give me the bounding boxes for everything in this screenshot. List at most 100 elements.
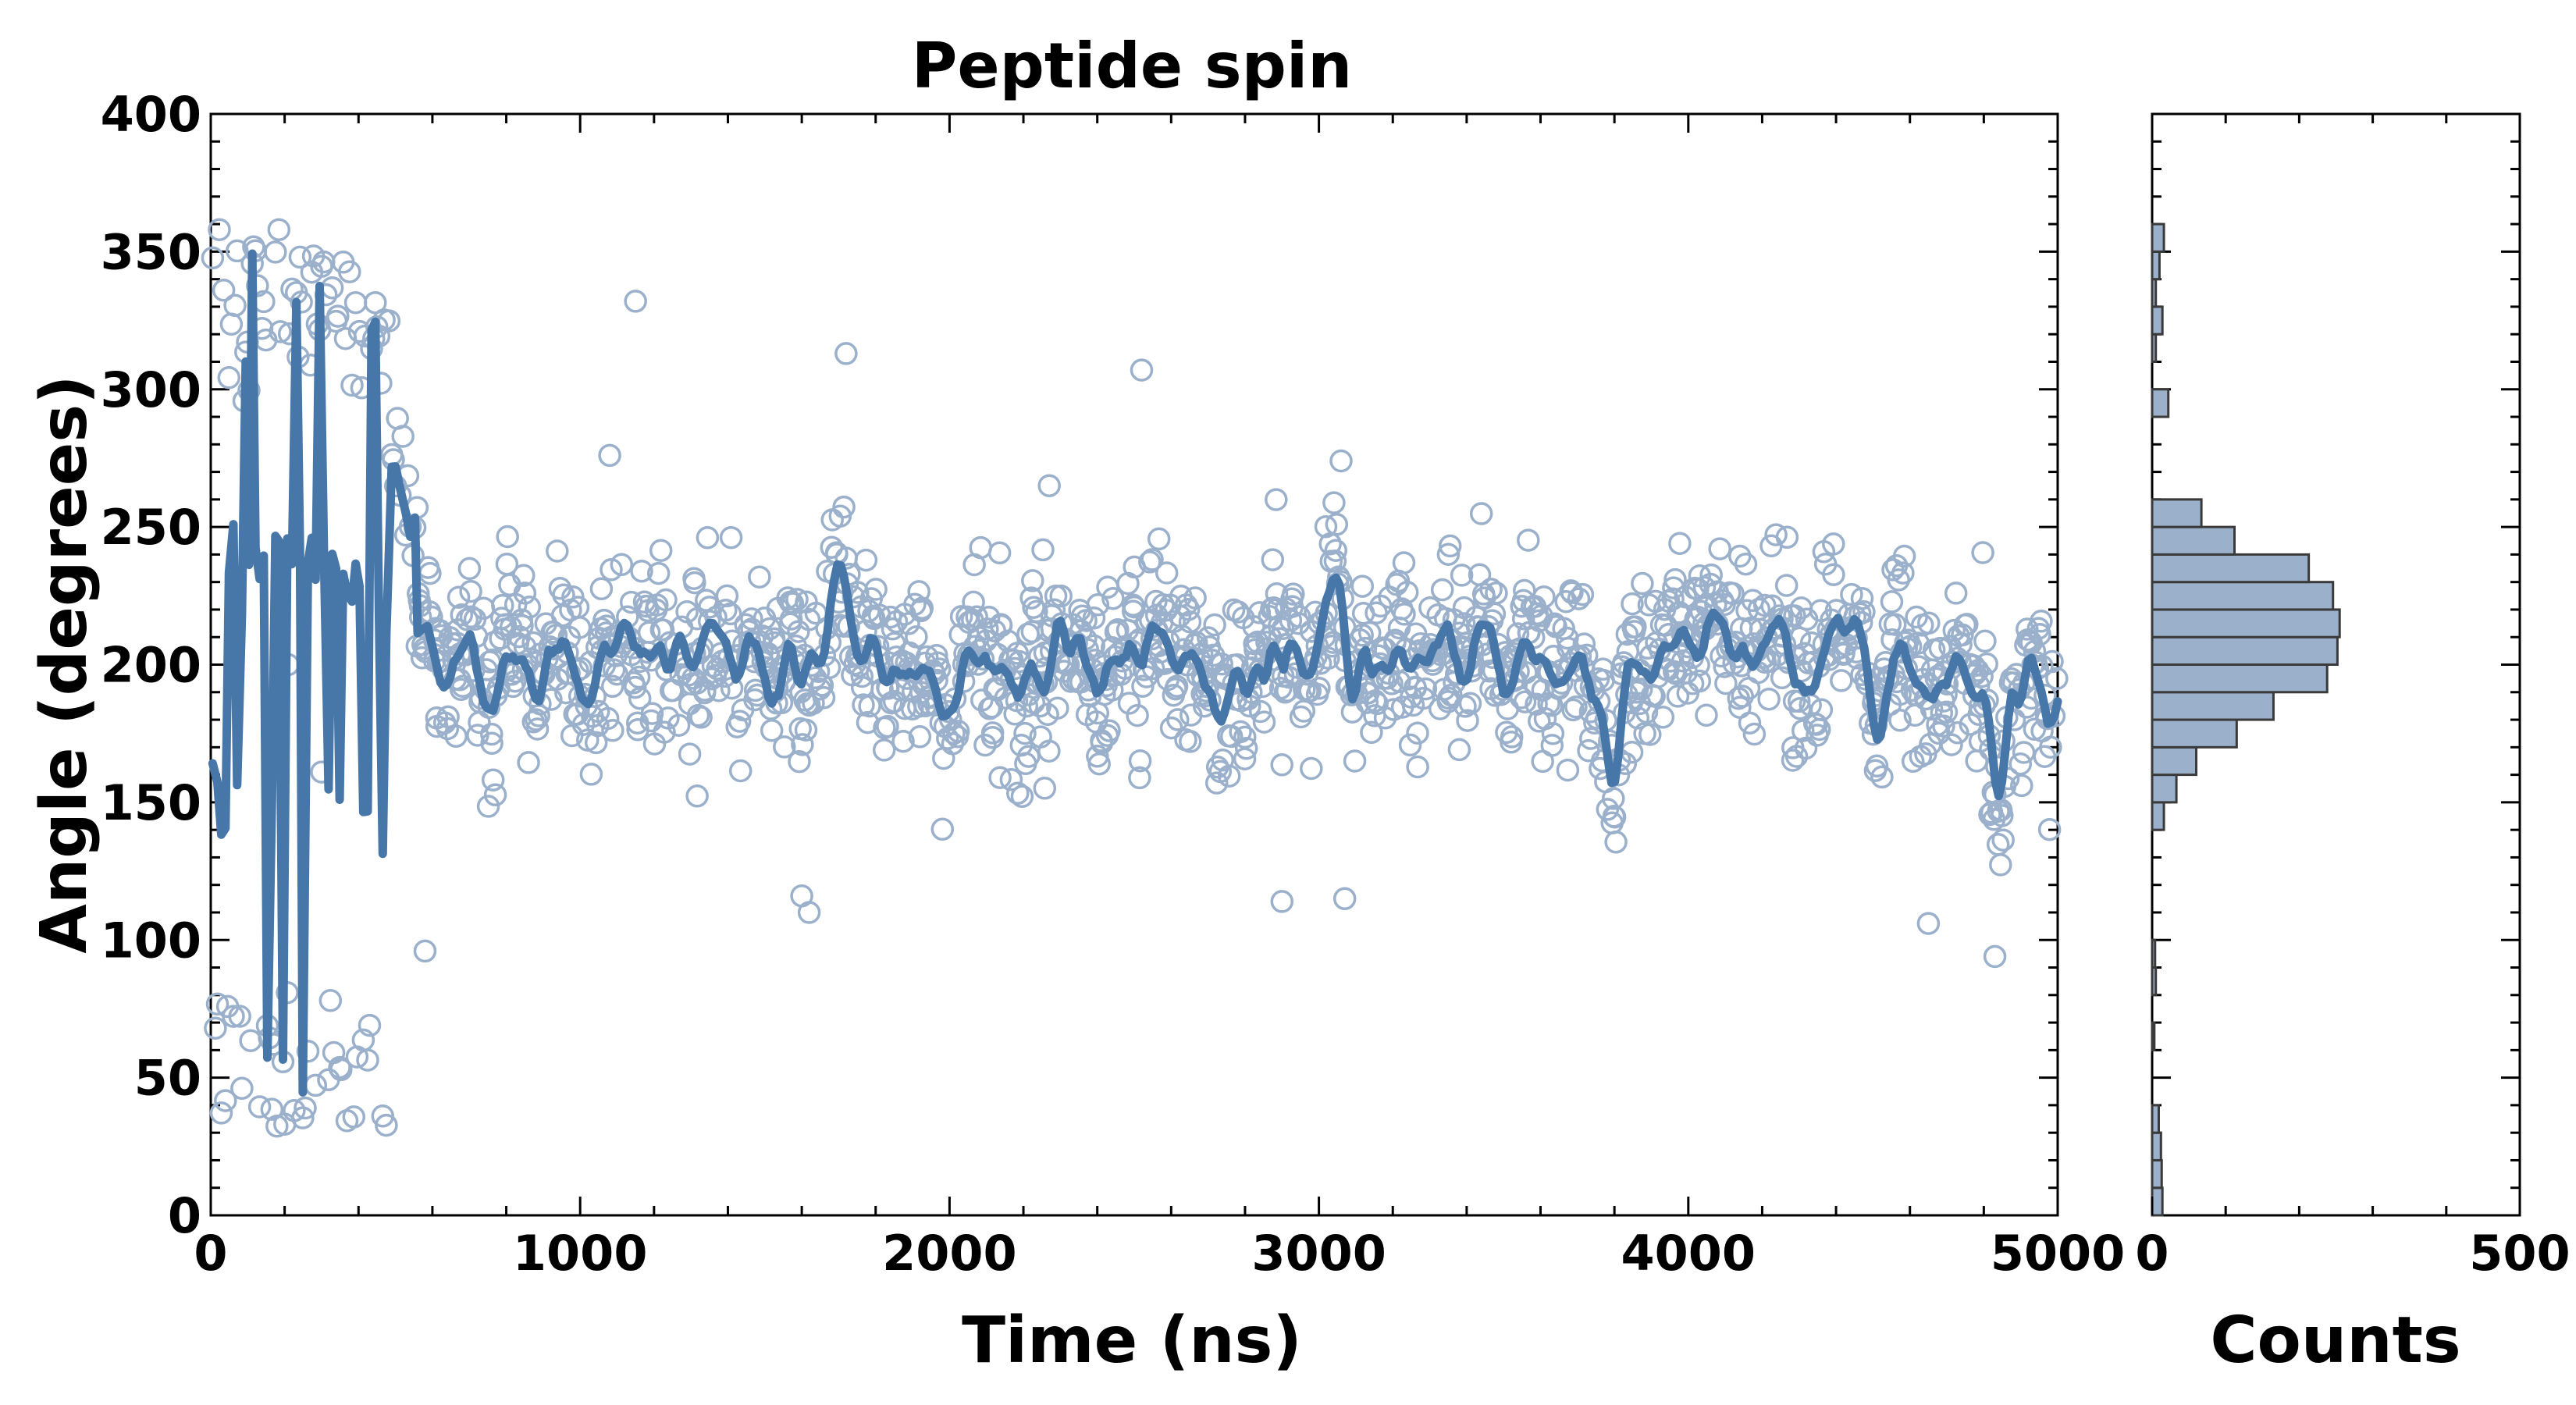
data-point xyxy=(1664,662,1688,685)
data-point xyxy=(714,598,738,622)
histogram-bar xyxy=(2151,581,2335,611)
data-point xyxy=(1783,604,1806,628)
data-point xyxy=(338,260,361,283)
histogram-bar xyxy=(2151,1158,2163,1190)
main-tick-labels: 0 1000 2000 3000 4000 5000 0 50 100 150 200 250 300 3… xyxy=(101,86,2126,1282)
data-point xyxy=(1233,725,1257,749)
histogram-bar xyxy=(2151,278,2158,308)
data-point xyxy=(987,541,1012,565)
data-point xyxy=(358,1013,382,1037)
histogram-bar xyxy=(2151,801,2165,831)
histogram-panel: 0 500 Counts xyxy=(2135,112,2571,1378)
data-point xyxy=(1021,569,1044,592)
data-point xyxy=(1830,669,1853,692)
data-point xyxy=(596,706,620,731)
data-point xyxy=(762,627,786,651)
data-point xyxy=(654,588,678,612)
data-point xyxy=(696,526,720,550)
data-point xyxy=(1666,685,1690,708)
data-point xyxy=(910,596,934,620)
data-point xyxy=(436,705,460,729)
y-tick-label: 50 xyxy=(134,1050,201,1107)
data-point xyxy=(1165,674,1189,698)
data-point xyxy=(246,274,269,297)
y-tick-label: 150 xyxy=(101,774,201,831)
data-point xyxy=(649,539,673,562)
data-point xyxy=(1774,574,1799,597)
data-point xyxy=(1233,747,1257,770)
data-point xyxy=(1781,749,1805,772)
data-point xyxy=(1324,539,1348,562)
data-point xyxy=(496,525,519,549)
histogram-bar xyxy=(2151,966,2158,997)
data-point xyxy=(512,564,535,588)
data-point xyxy=(1673,622,1696,646)
data-point xyxy=(219,312,244,336)
data-point xyxy=(326,304,350,328)
histogram-bar xyxy=(2151,938,2157,969)
data-point xyxy=(239,1029,262,1052)
data-point xyxy=(2010,774,2033,798)
data-point xyxy=(1986,833,2010,856)
data-point xyxy=(1247,601,1272,624)
data-point xyxy=(1561,698,1585,722)
data-point xyxy=(640,702,664,725)
data-point xyxy=(1571,582,1595,606)
histogram-bar xyxy=(2151,222,2165,253)
data-point xyxy=(1971,541,1994,564)
data-point xyxy=(1178,610,1202,634)
data-point xyxy=(1003,702,1026,726)
data-point xyxy=(1217,764,1241,788)
histogram-bar xyxy=(2151,498,2203,528)
data-point xyxy=(1668,532,1692,555)
data-point xyxy=(1753,593,1777,617)
data-point xyxy=(1955,613,1979,636)
data-point xyxy=(637,621,661,644)
data-point xyxy=(1392,551,1416,574)
data-point xyxy=(989,614,1013,638)
x-tick-label: 4000 xyxy=(1621,1225,1756,1282)
data-point xyxy=(1086,593,1110,617)
data-point xyxy=(1651,706,1675,729)
data-point xyxy=(1742,722,1767,746)
data-point xyxy=(748,565,771,589)
data-point xyxy=(685,784,709,808)
data-point xyxy=(715,584,739,608)
data-point xyxy=(728,710,752,733)
data-point xyxy=(269,320,292,343)
histogram-bar xyxy=(2151,608,2341,638)
data-point xyxy=(999,768,1023,791)
data-point xyxy=(1363,689,1387,713)
histogram-bar xyxy=(2151,1104,2160,1134)
data-point xyxy=(601,719,624,742)
data-point xyxy=(247,1095,272,1119)
data-point xyxy=(1891,561,1915,585)
data-point xyxy=(294,1096,317,1120)
data-point xyxy=(476,795,500,818)
histogram-bar xyxy=(2151,525,2236,556)
data-point xyxy=(589,577,614,601)
data-point xyxy=(451,674,475,699)
data-point xyxy=(1458,692,1482,715)
histogram-bar xyxy=(2151,388,2170,418)
data-point xyxy=(1794,736,1818,760)
data-point xyxy=(217,366,241,389)
data-point xyxy=(1506,622,1530,646)
data-point xyxy=(876,714,899,738)
data-point xyxy=(760,719,784,742)
histogram-bar xyxy=(2151,553,2311,584)
data-point xyxy=(1406,755,1429,779)
data-point xyxy=(1373,706,1397,730)
data-point xyxy=(602,658,626,681)
y-tick-label: 0 xyxy=(168,1187,201,1244)
data-point xyxy=(728,759,753,783)
data-point xyxy=(228,1005,251,1028)
data-point xyxy=(1005,642,1030,665)
data-point xyxy=(459,579,482,603)
histogram-bar xyxy=(2151,1186,2164,1217)
data-point xyxy=(1117,692,1141,715)
data-point xyxy=(304,1073,328,1097)
data-point xyxy=(689,706,713,729)
data-point xyxy=(209,1101,233,1125)
data-point xyxy=(1989,853,2012,877)
